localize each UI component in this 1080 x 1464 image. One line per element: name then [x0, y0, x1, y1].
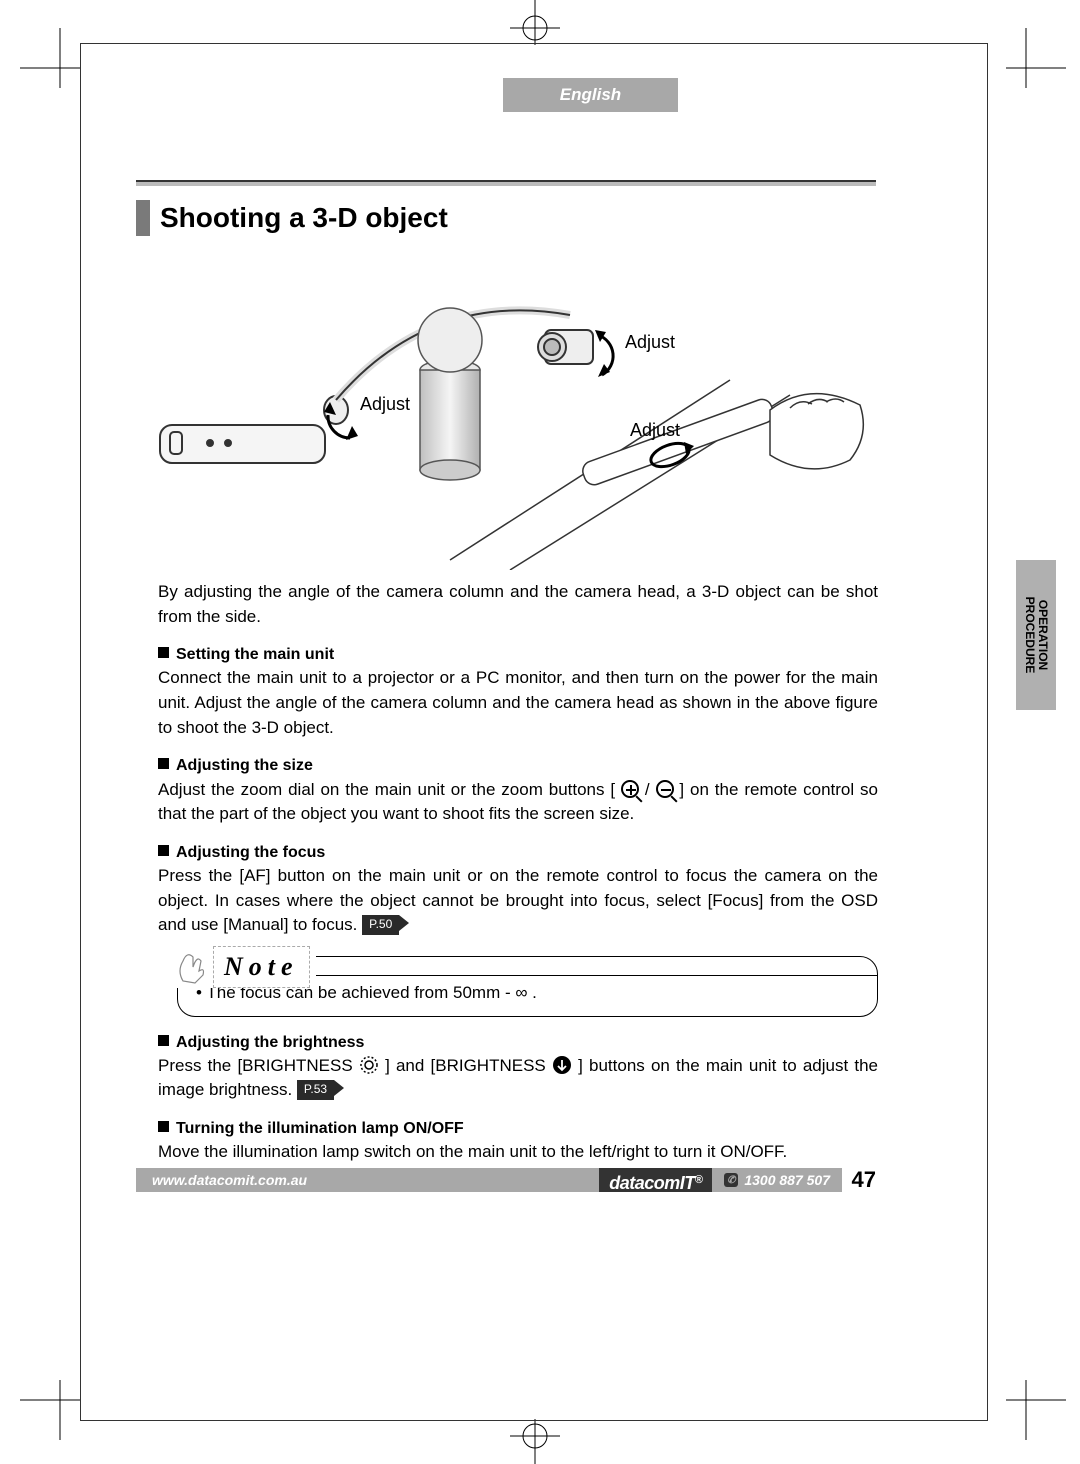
brightness-down-icon	[552, 1055, 572, 1075]
adjust-label-top-right: Adjust	[625, 332, 675, 352]
crop-mark-tr	[996, 28, 1066, 98]
page-ref-53: P.53	[297, 1080, 334, 1099]
zoom-out-icon	[656, 780, 674, 798]
section-body-1: Adjust the zoom dial on the main unit or…	[158, 778, 878, 827]
section-body-4: Move the illumination lamp switch on the…	[158, 1140, 878, 1165]
section-body-3: Press the [BRIGHTNESS ] and [BRIGHTNESS …	[158, 1054, 878, 1103]
section-body-2: Press the [AF] button on the main unit o…	[158, 864, 878, 938]
phone-icon: ✆	[724, 1173, 738, 1187]
hand-icon	[173, 947, 209, 987]
brightness-up-icon	[359, 1055, 379, 1075]
section-heading-3: Adjusting the brightness	[176, 1034, 364, 1051]
section-rule	[136, 180, 876, 186]
page-ref-50: P.50	[362, 915, 399, 934]
section-heading-4: Turning the illumination lamp ON/OFF	[176, 1120, 464, 1137]
side-tab-line2: PROCEDURE	[1023, 597, 1037, 674]
adjust-label-left: Adjust	[360, 394, 410, 414]
intro-paragraph: By adjusting the angle of the camera col…	[158, 580, 878, 629]
crop-mark-br	[996, 1370, 1066, 1440]
note-callout: Note • The focus can be achieved from 50…	[177, 956, 878, 1017]
language-tab: English	[503, 78, 678, 112]
side-tab-line1: OPERATION	[1036, 600, 1050, 670]
note-label: Note	[213, 946, 310, 988]
section-heading-2: Adjusting the focus	[176, 844, 325, 861]
zoom-in-icon	[621, 780, 639, 798]
body-content: By adjusting the angle of the camera col…	[158, 580, 878, 1165]
section-heading-1: Adjusting the size	[176, 757, 313, 774]
section-heading-0: Setting the main unit	[176, 646, 334, 663]
page-footer: www.datacomit.com.au datacomIT® ✆ 1300 8…	[136, 1168, 876, 1192]
title-accent-bar	[136, 200, 150, 236]
adjust-label-bottom-right: Adjust	[630, 420, 680, 440]
footer-url: www.datacomit.com.au	[136, 1172, 599, 1188]
section-body-0: Connect the main unit to a projector or …	[158, 666, 878, 740]
side-tab-operation: OPERATION PROCEDURE	[1016, 560, 1056, 710]
camera-adjust-diagram: Adjust Adjust Adjust	[150, 260, 870, 570]
page-title: Shooting a 3-D object	[160, 202, 448, 234]
footer-phone: 1300 887 507	[744, 1172, 830, 1188]
footer-logo: datacomIT®	[599, 1168, 712, 1192]
registration-bottom	[495, 1414, 575, 1464]
page-title-row: Shooting a 3-D object	[136, 200, 448, 236]
page-number: 47	[842, 1167, 876, 1193]
